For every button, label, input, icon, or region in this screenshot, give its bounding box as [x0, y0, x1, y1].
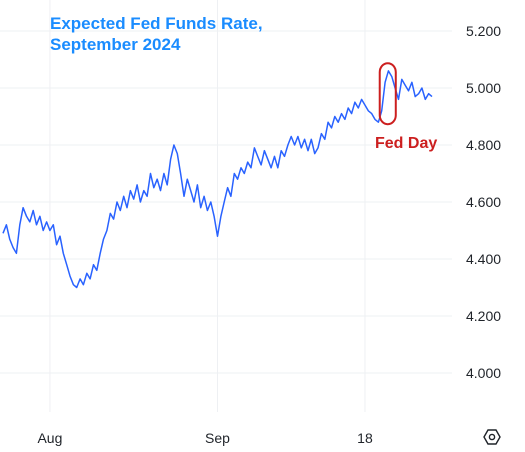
x-tick-label: Aug	[37, 430, 62, 446]
x-axis: Aug Sep 18	[37, 430, 373, 446]
x-tick-label: Sep	[205, 430, 230, 446]
annotation-layer	[378, 62, 397, 126]
chart-title-line-2: September 2024	[50, 35, 181, 54]
y-tick-label: 4.800	[466, 137, 501, 153]
y-tick-label: 4.000	[466, 365, 501, 381]
y-tick-label: 4.200	[466, 308, 501, 324]
x-tick-label: 18	[357, 430, 373, 446]
y-tick-label: 4.600	[466, 194, 501, 210]
plot-area	[2, 70, 433, 289]
y-axis: 4.000 4.200 4.400 4.600 4.800 5.000 5.200	[466, 23, 501, 381]
fed-day-label: Fed Day	[375, 135, 437, 152]
y-tick-label: 4.400	[466, 251, 501, 267]
chart-settings-icon[interactable]	[483, 429, 501, 445]
y-tick-label: 5.200	[466, 23, 501, 39]
series-line	[2, 70, 433, 289]
y-tick-label: 5.000	[466, 80, 501, 96]
grid	[0, 0, 452, 412]
chart-title-line-1: Expected Fed Funds Rate,	[50, 14, 263, 33]
fed-day-highlight	[378, 62, 397, 126]
